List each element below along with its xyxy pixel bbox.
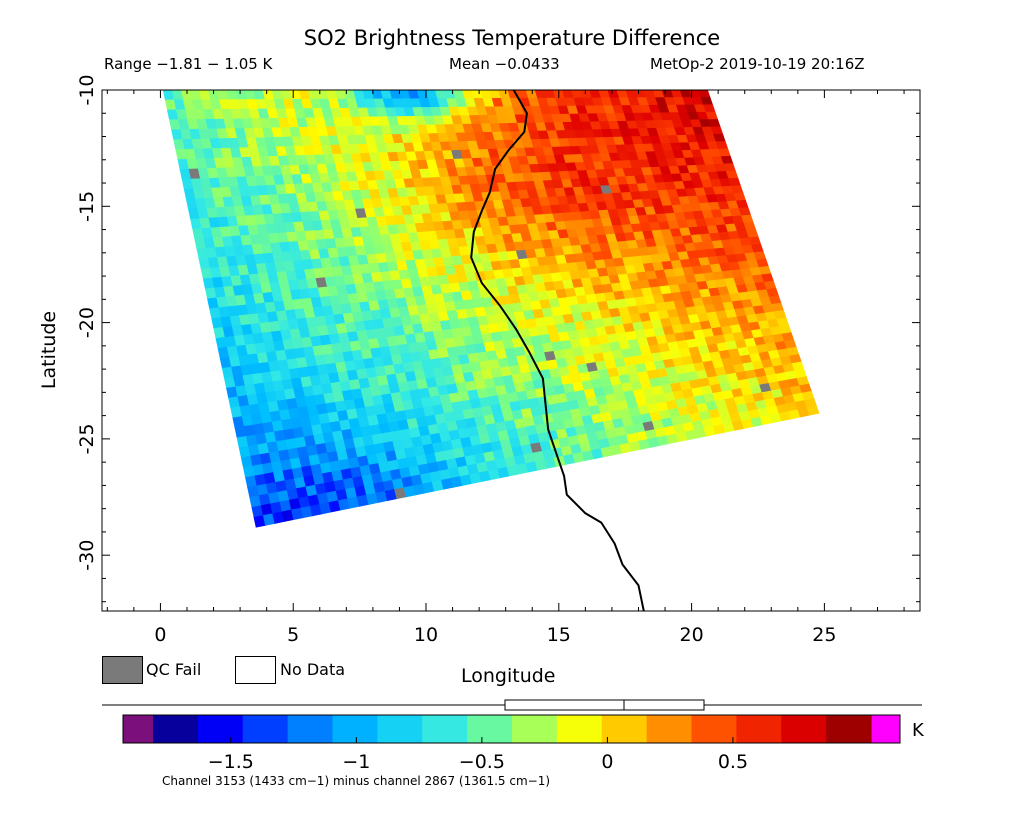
- colorbar-segment: [512, 715, 558, 743]
- colorbar-tick-label: −0.5: [459, 751, 505, 773]
- y-tick-label: -30: [76, 540, 98, 571]
- coastline-path: [470, 90, 645, 611]
- colorbar-unit: K: [912, 720, 924, 741]
- plot-frame: [101, 89, 921, 612]
- x-tick-label: 15: [547, 624, 571, 646]
- chart-title: SO2 Brightness Temperature Difference: [303, 26, 721, 50]
- swath-cell: [806, 405, 820, 416]
- colorbar-segment: [377, 715, 423, 743]
- x-tick-label: 20: [680, 624, 704, 646]
- y-tick-label: -20: [76, 307, 98, 338]
- colorbar-tick-label: −1.5: [208, 751, 254, 773]
- x-axis-label: Longitude: [461, 665, 556, 687]
- range-indicator: [504, 699, 705, 711]
- y-axis-label: Latitude: [38, 311, 60, 389]
- x-tick-label: 25: [812, 624, 836, 646]
- colorbar-segment: [826, 715, 872, 743]
- y-tick-label: -15: [76, 191, 98, 222]
- colorbar-segment: [287, 715, 334, 743]
- x-tick-label: 5: [287, 624, 299, 646]
- y-tick-label: -10: [76, 74, 98, 105]
- colorbar-segment: [781, 715, 827, 743]
- coastline: [470, 90, 645, 611]
- colorbar-segment: [467, 715, 513, 743]
- colorbar-tick-label: 0: [601, 751, 613, 773]
- colorbar-underflow: [123, 715, 153, 743]
- no-data-swatch: [235, 656, 276, 684]
- colorbar-segment: [197, 715, 244, 743]
- axes: 0 5 10 15 20 25 -10 -15 -20 -25 -30: [76, 74, 920, 646]
- x-tick-label: 10: [414, 624, 438, 646]
- x-tick-label: 0: [154, 624, 166, 646]
- colorbar-overflow: [871, 715, 900, 743]
- channel-note: Channel 3153 (1433 cm−1) minus channel 2…: [162, 774, 551, 788]
- range-label: Range −1.81 − 1.05 K: [104, 55, 273, 73]
- colorbar-segment: [556, 715, 603, 743]
- colorbar-segment: [601, 715, 648, 743]
- y-tick-label: -25: [76, 423, 98, 454]
- mean-label: Mean −0.0433: [449, 55, 560, 73]
- colorbar: −1.5 −1 −0.5 0 0.5: [102, 699, 922, 773]
- no-data-label: No Data: [280, 660, 346, 679]
- colorbar-segment: [646, 715, 693, 743]
- colorbar-segment: [153, 715, 199, 743]
- colorbar-segment: [242, 715, 289, 743]
- colorbar-segment: [332, 715, 378, 743]
- colorbar-segment: [691, 715, 737, 743]
- colorbar-frame: [122, 714, 901, 744]
- swath-heatmap: [162, 90, 820, 528]
- colorbar-tick-label: −1: [342, 751, 370, 773]
- colorbar-segment: [736, 715, 782, 743]
- satellite-timestamp: MetOp-2 2019-10-19 20:16Z: [650, 55, 865, 73]
- qc-fail-label: QC Fail: [146, 660, 202, 679]
- colorbar-tick-label: 0.5: [718, 751, 748, 773]
- colorbar-segment: [422, 715, 468, 743]
- qc-fail-swatch: [102, 656, 143, 684]
